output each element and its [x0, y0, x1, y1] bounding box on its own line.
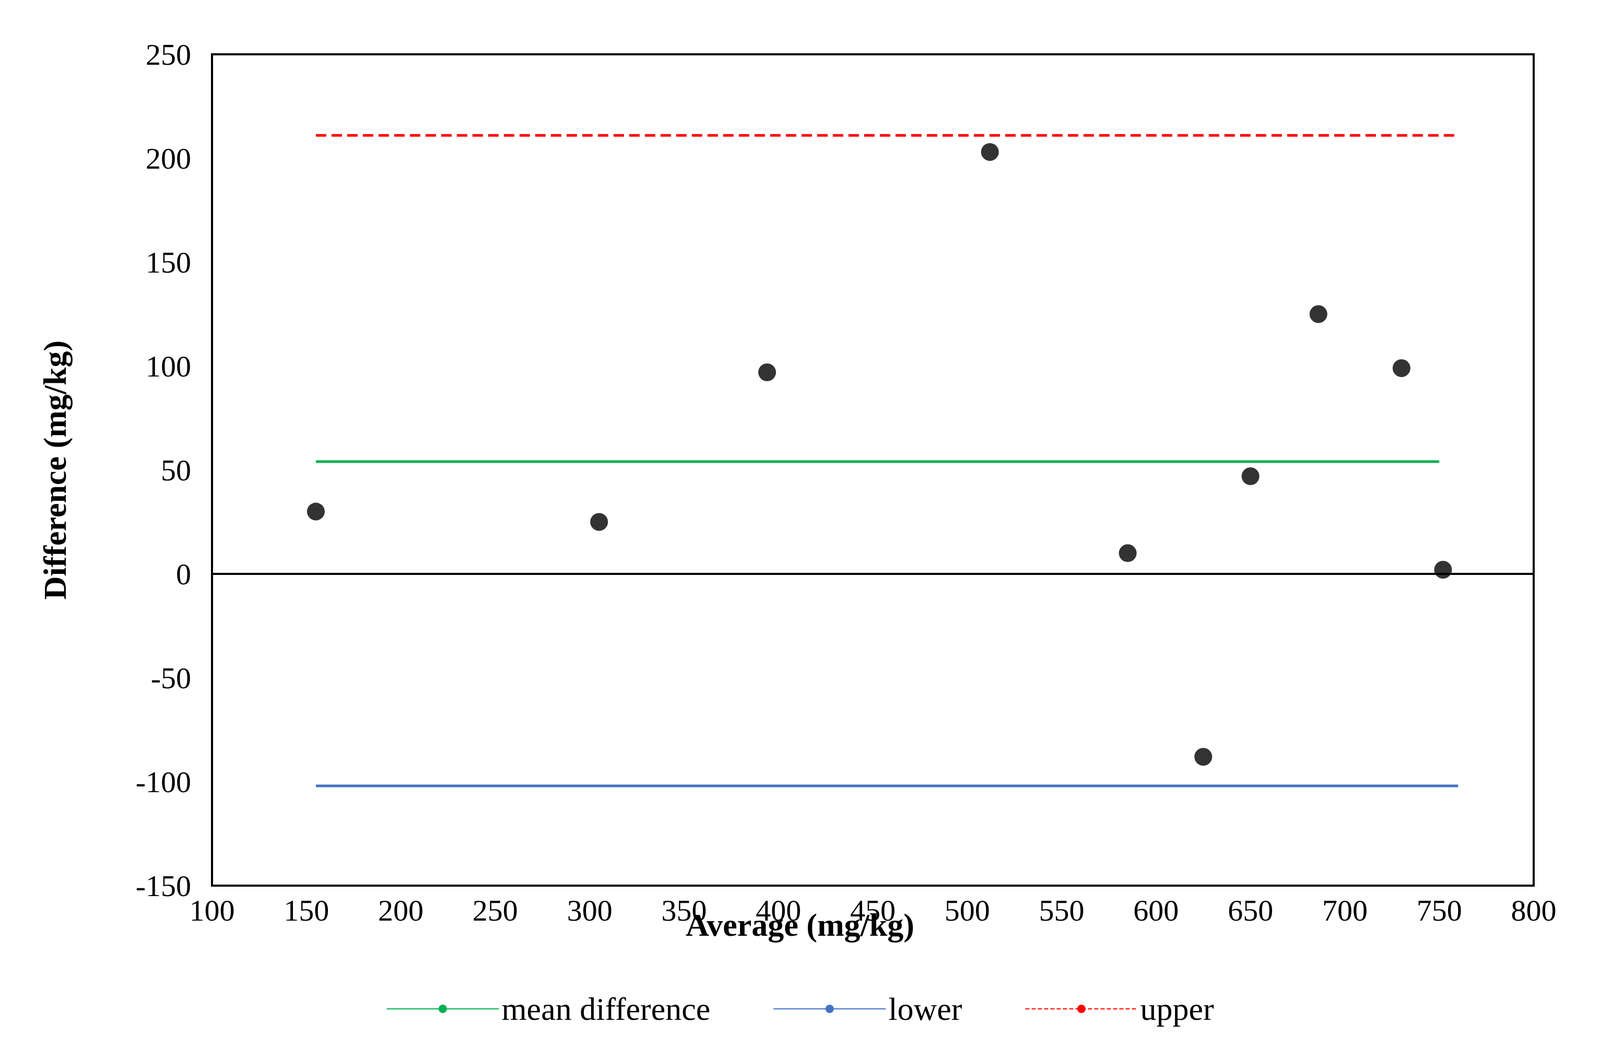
svg-text:-100: -100	[135, 765, 192, 799]
svg-text:100: 100	[189, 893, 235, 928]
svg-text:550: 550	[1039, 893, 1085, 928]
svg-text:200: 200	[378, 893, 424, 928]
svg-text:700: 700	[1322, 893, 1368, 928]
svg-text:mean difference: mean difference	[501, 991, 711, 1027]
svg-text:800: 800	[1511, 893, 1557, 928]
svg-text:lower: lower	[888, 991, 963, 1027]
svg-text:750: 750	[1416, 893, 1463, 928]
svg-text:50: 50	[160, 453, 192, 488]
svg-text:0: 0	[175, 557, 192, 592]
svg-text:200: 200	[145, 141, 192, 176]
svg-text:350: 350	[661, 893, 707, 928]
svg-text:100: 100	[145, 349, 192, 384]
svg-text:250: 250	[472, 893, 519, 928]
svg-text:250: 250	[145, 37, 192, 72]
svg-text:600: 600	[1133, 893, 1179, 928]
svg-text:650: 650	[1227, 893, 1274, 928]
svg-text:150: 150	[283, 893, 329, 928]
svg-text:450: 450	[850, 893, 896, 928]
svg-text:-50: -50	[150, 661, 192, 696]
svg-text:500: 500	[944, 893, 991, 928]
svg-text:-150: -150	[135, 868, 192, 903]
svg-text:400: 400	[755, 893, 802, 928]
svg-text:300: 300	[567, 893, 613, 928]
svg-text:150: 150	[145, 245, 192, 280]
svg-text:upper: upper	[1139, 991, 1215, 1027]
svg-text:Difference (mg/kg): Difference (mg/kg)	[37, 340, 74, 600]
